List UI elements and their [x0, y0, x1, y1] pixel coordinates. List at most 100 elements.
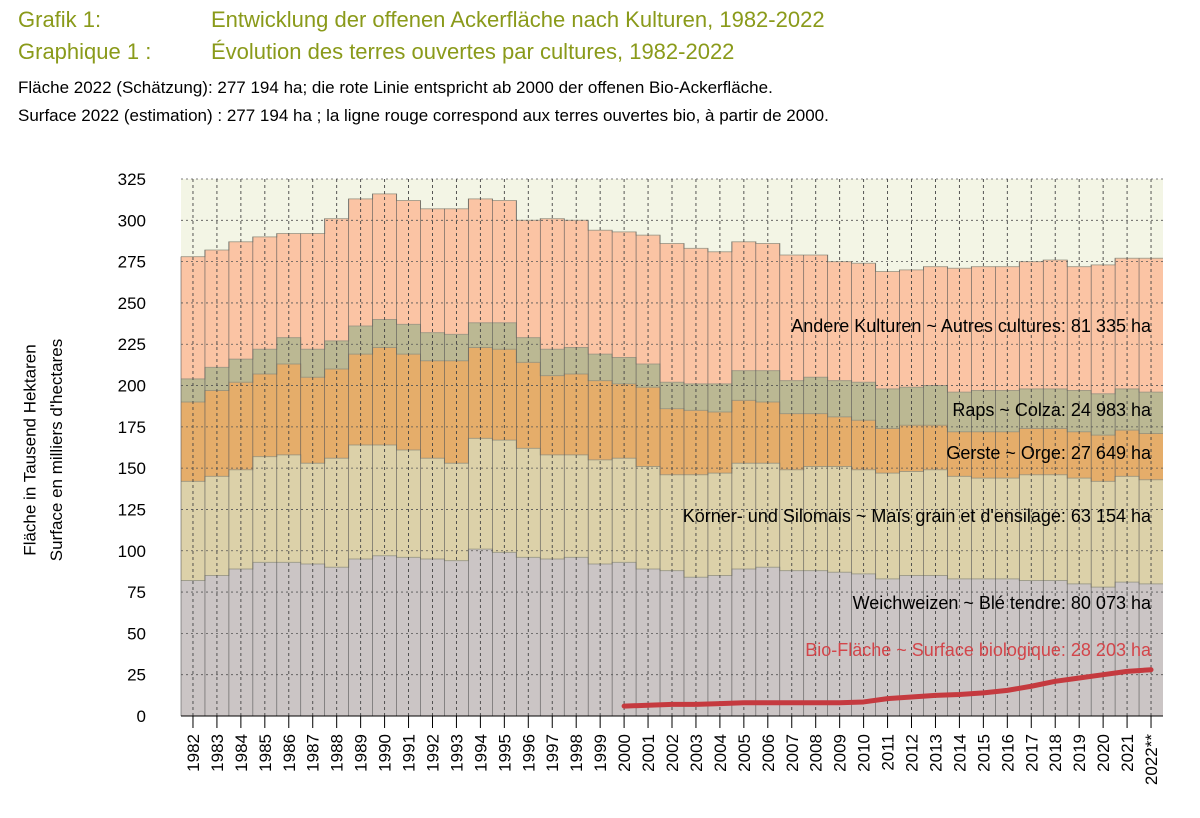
bar-mais-1990 — [372, 445, 397, 556]
bar-gerste-2019 — [1067, 431, 1092, 479]
bar-weichweizen-1999 — [588, 563, 613, 716]
bar-andere-1995 — [492, 200, 517, 323]
bar-gerste-2002 — [660, 408, 684, 475]
bar-raps-2013 — [923, 385, 948, 426]
bar-raps-2009 — [827, 380, 852, 417]
bar-raps-1997 — [540, 349, 565, 376]
bar-andere-1990 — [372, 193, 397, 320]
bar-weichweizen-2010 — [851, 573, 876, 716]
bar-mais-2008 — [803, 466, 828, 571]
bar-weichweizen-1986 — [276, 562, 301, 716]
bar-mais-1995 — [492, 440, 517, 553]
bar-gerste-2004 — [707, 411, 732, 474]
x-tick-label-1984: 1984 — [232, 734, 251, 772]
bar-mais-1989 — [348, 445, 373, 560]
bar-gerste-2015 — [971, 431, 996, 479]
bar-mais-2004 — [707, 473, 732, 576]
x-tick-label-2010: 2010 — [855, 734, 874, 772]
y-tick-label-225: 225 — [118, 335, 146, 354]
bar-gerste-2016 — [995, 431, 1020, 479]
bar-andere-2008 — [803, 255, 828, 378]
chart-title-fr-label: Graphique 1 : — [18, 39, 152, 64]
series-label-andere: Andere Kulturen ~ Autres cultures: 81 33… — [791, 316, 1152, 336]
bar-mais-1982 — [181, 481, 205, 581]
bar-andere-1983 — [204, 250, 229, 368]
chart-subtitle-fr: Surface 2022 (estimation) : 277 194 ha ;… — [18, 106, 829, 125]
x-tick-label-2000: 2000 — [615, 734, 634, 772]
bar-andere-1987 — [300, 233, 325, 350]
y-tick-label-250: 250 — [118, 294, 146, 313]
x-tick-label-1986: 1986 — [280, 734, 299, 772]
bar-weichweizen-2009 — [827, 572, 852, 716]
bar-raps-2019 — [1067, 390, 1092, 432]
bar-weichweizen-2000 — [612, 562, 637, 716]
x-tick-label-1983: 1983 — [208, 734, 227, 772]
bar-gerste-2009 — [827, 416, 852, 467]
bar-weichweizen-2003 — [683, 577, 708, 716]
y-tick-label-175: 175 — [118, 418, 146, 437]
x-tick-label-1990: 1990 — [376, 734, 395, 772]
bar-mais-1984 — [228, 469, 253, 569]
bar-andere-2013 — [923, 266, 948, 386]
bars-group — [181, 193, 1163, 716]
series-label-weichweizen: Weichweizen ~ Blé tendre: 80 073 ha — [853, 593, 1152, 613]
y-tick-label-150: 150 — [118, 459, 146, 478]
bar-gerste-1996 — [516, 362, 541, 449]
bar-andere-2003 — [683, 248, 708, 384]
bar-andere-2019 — [1067, 266, 1092, 391]
bar-mais-1986 — [276, 454, 301, 563]
x-tick-label-1999: 1999 — [591, 734, 610, 772]
bar-gerste-2007 — [779, 413, 804, 470]
y-tick-label-0: 0 — [137, 707, 146, 726]
x-tick-label-2006: 2006 — [759, 734, 778, 772]
bar-raps-2022** — [1139, 392, 1163, 434]
y-tick-label-100: 100 — [118, 542, 146, 561]
bar-gerste-1993 — [444, 360, 469, 464]
bar-raps-1991 — [396, 324, 421, 355]
x-tick-label-2009: 2009 — [831, 734, 850, 772]
x-tick-label-2008: 2008 — [807, 734, 826, 772]
bar-mais-2019 — [1067, 478, 1092, 584]
x-tick-label-2013: 2013 — [926, 734, 945, 772]
x-tick-label-2017: 2017 — [1022, 734, 1041, 772]
x-tick-label-2001: 2001 — [639, 734, 658, 772]
bar-gerste-2003 — [683, 410, 708, 475]
bar-raps-2000 — [612, 357, 637, 384]
y-tick-label-200: 200 — [118, 377, 146, 396]
bar-raps-1989 — [348, 326, 373, 355]
bar-gerste-2021 — [1115, 430, 1140, 477]
x-tick-label-1987: 1987 — [304, 734, 323, 772]
bar-weichweizen-1983 — [204, 575, 229, 716]
bar-raps-1984 — [228, 359, 253, 383]
chart-title-fr-text: Évolution des terres ouvertes par cultur… — [211, 39, 735, 64]
x-tick-label-2012: 2012 — [903, 734, 922, 772]
y-tick-label-75: 75 — [127, 583, 146, 602]
bar-weichweizen-2013 — [923, 575, 948, 716]
x-tick-label-1995: 1995 — [495, 734, 514, 772]
bar-weichweizen-1994 — [468, 549, 493, 716]
bar-andere-1999 — [588, 230, 613, 355]
bar-andere-1996 — [516, 220, 541, 338]
bar-mais-2009 — [827, 466, 852, 573]
bar-mais-1997 — [540, 454, 565, 560]
chart-title-de-label: Grafik 1: — [18, 7, 102, 32]
bar-gerste-1995 — [492, 349, 517, 441]
x-tick-label-2002: 2002 — [663, 734, 682, 772]
bar-raps-2006 — [755, 370, 780, 403]
bar-raps-2014 — [947, 392, 972, 432]
x-tick-label-2018: 2018 — [1046, 734, 1065, 772]
bar-raps-2012 — [899, 387, 924, 426]
chart-title-de-text: Entwicklung der offenen Ackerfläche nach… — [211, 7, 825, 32]
bar-weichweizen-1995 — [492, 552, 517, 716]
bar-andere-1988 — [324, 218, 349, 341]
x-tick-label-2014: 2014 — [950, 734, 969, 772]
y-tick-label-125: 125 — [118, 500, 146, 519]
x-tick-label-2016: 2016 — [998, 734, 1017, 772]
bar-gerste-2020 — [1091, 435, 1116, 482]
bar-andere-1986 — [276, 233, 301, 338]
x-tick-label-1989: 1989 — [352, 734, 371, 772]
bar-andere-2009 — [827, 261, 852, 381]
chart-subtitle-de: Fläche 2022 (Schätzung): 277 194 ha; die… — [18, 78, 773, 97]
series-label-bio: Bio-Fläche ~ Surface biologique: 28 203 … — [805, 640, 1152, 660]
